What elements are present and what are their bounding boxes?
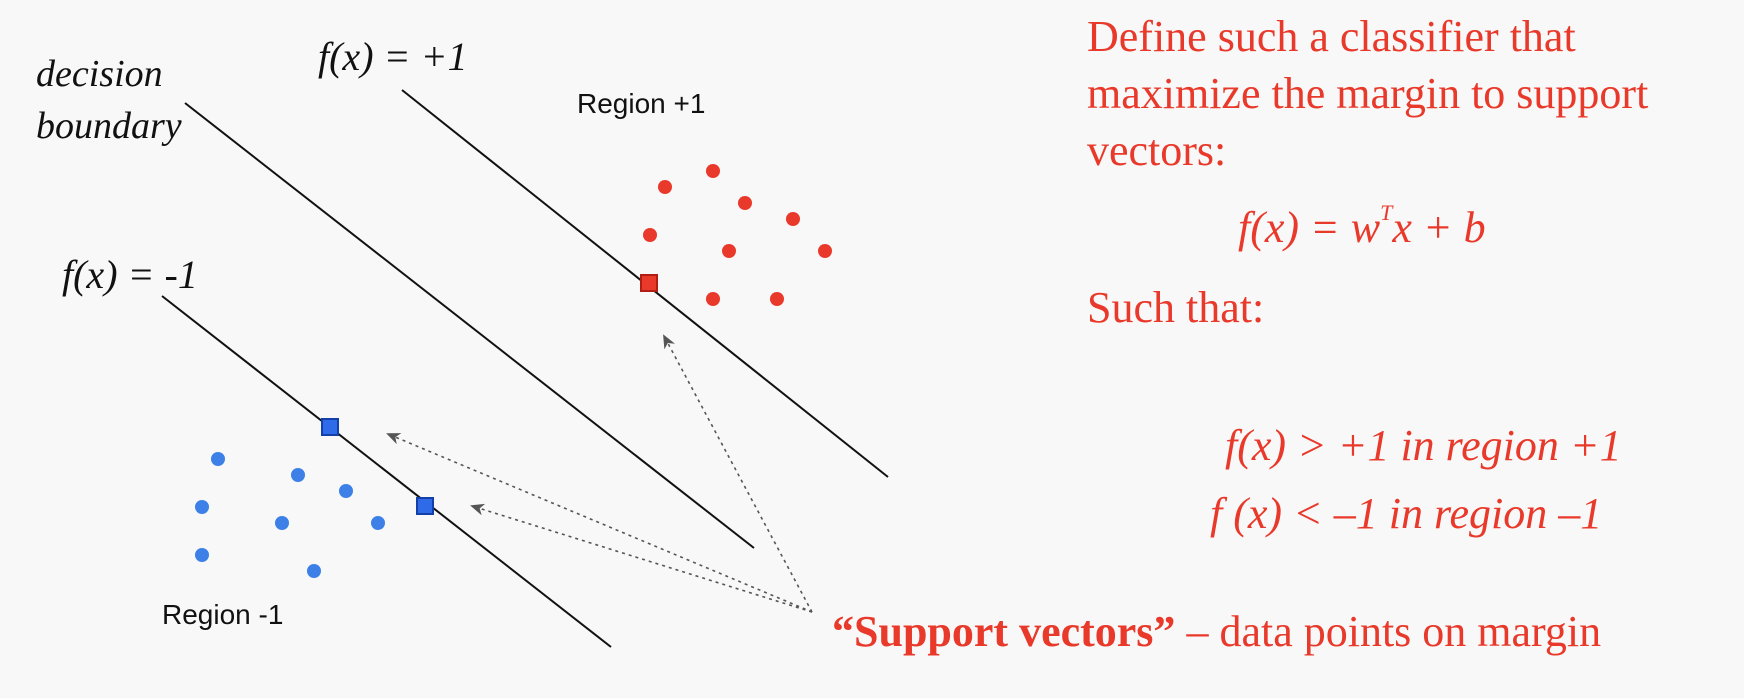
margin-line-minus bbox=[161, 295, 612, 648]
data-point bbox=[339, 484, 353, 498]
points-region-minus bbox=[195, 418, 434, 578]
data-point bbox=[195, 548, 209, 562]
points-region-plus bbox=[640, 164, 832, 306]
data-point bbox=[643, 228, 657, 242]
condition-region-minus: f (x) < –1 in region –1 bbox=[1210, 489, 1603, 538]
arrow-to-support-vector bbox=[663, 334, 813, 613]
intro-text: Define such a classifier that maximize t… bbox=[1087, 8, 1648, 179]
data-point bbox=[291, 468, 305, 482]
data-point bbox=[770, 292, 784, 306]
data-point bbox=[738, 196, 752, 210]
region-plus-label: Region +1 bbox=[577, 88, 705, 119]
intro-line: vectors: bbox=[1087, 126, 1227, 175]
support-vector-minus bbox=[321, 418, 339, 436]
margin-plus-label: f(x) = +1 bbox=[318, 34, 468, 79]
intro-line: Define such a classifier that bbox=[1087, 12, 1576, 61]
such-that-label: Such that: bbox=[1087, 283, 1265, 332]
support-vector-plus bbox=[640, 274, 658, 292]
data-point bbox=[371, 516, 385, 530]
support-vector-arrows bbox=[386, 334, 813, 613]
data-point bbox=[706, 164, 720, 178]
support-vectors-description: – data points on margin bbox=[1175, 607, 1602, 656]
data-point bbox=[275, 516, 289, 530]
intro-line: maximize the margin to support bbox=[1087, 69, 1649, 118]
support-vector-minus bbox=[416, 497, 434, 515]
formula-part: f(x) = w bbox=[1238, 203, 1381, 252]
region-minus-label: Region -1 bbox=[162, 599, 283, 630]
decision-boundary-label: decision bbox=[36, 53, 163, 95]
formula-superscript: T bbox=[1380, 200, 1393, 226]
condition-region-plus: f(x) > +1 in region +1 bbox=[1225, 421, 1622, 470]
data-point bbox=[786, 212, 800, 226]
data-point bbox=[722, 244, 736, 258]
support-vectors-caption: “Support vectors” – data points on margi… bbox=[832, 606, 1601, 657]
data-point bbox=[307, 564, 321, 578]
decision-boundary-label: boundary bbox=[36, 105, 182, 147]
data-point bbox=[195, 500, 209, 514]
data-point bbox=[706, 292, 720, 306]
support-vectors-title: “Support vectors” bbox=[832, 607, 1176, 656]
data-point bbox=[818, 244, 832, 258]
data-point bbox=[211, 452, 225, 466]
data-point bbox=[658, 180, 672, 194]
arrow-to-support-vector bbox=[470, 503, 813, 613]
formula-part: x + b bbox=[1392, 203, 1486, 252]
classifier-formula: f(x) = wTx + b bbox=[1238, 200, 1486, 253]
margin-minus-label: f(x) = -1 bbox=[62, 252, 198, 297]
decision-boundary-line bbox=[184, 102, 755, 549]
